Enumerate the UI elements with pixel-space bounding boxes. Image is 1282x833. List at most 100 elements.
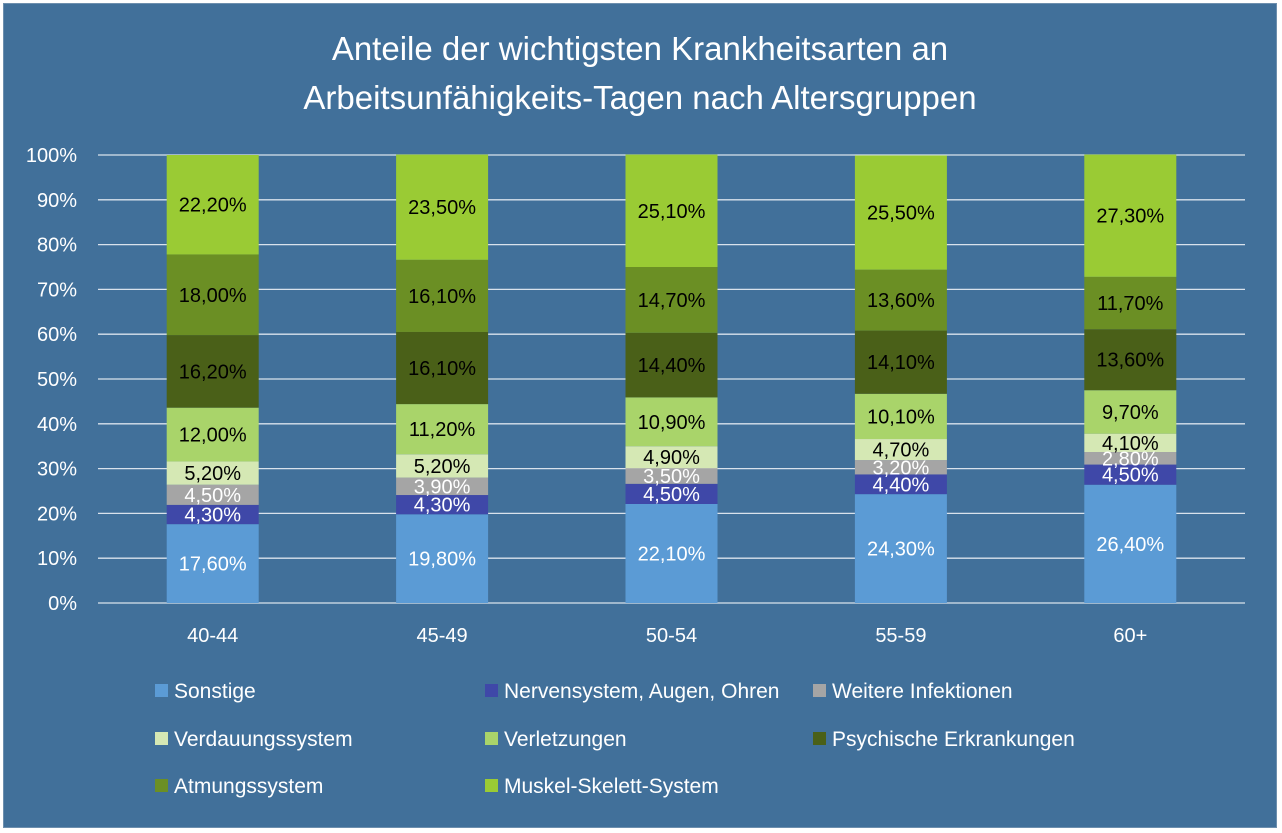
bar-segment (625, 468, 718, 484)
x-tick-label: 45-49 (417, 625, 468, 647)
data-label: 4,30% (414, 495, 471, 517)
bars (166, 154, 1177, 603)
data-label: 5,20% (184, 463, 241, 485)
data-label: 18,00% (179, 285, 247, 307)
y-tick-label: 10% (37, 548, 77, 570)
data-label: 4,70% (873, 440, 930, 462)
bar-segment (625, 446, 718, 469)
data-label: 11,20% (409, 419, 476, 441)
data-label: 26,40% (1096, 534, 1164, 556)
data-label: 4,40% (873, 474, 930, 496)
data-labels: 17,60%4,30%4,50%5,20%12,00%16,20%18,00%2… (179, 195, 1165, 576)
legend-label: Sonstige (174, 680, 256, 703)
legend-label: Atmungssystem (174, 775, 323, 798)
y-tick-label: 100% (26, 145, 77, 167)
y-axis-tick-labels: 0% 10% 20% 30% 40% 50% 60% 70% 80% 90% 100% (26, 145, 77, 615)
y-tick-label: 50% (37, 369, 77, 391)
bar-segment (166, 254, 259, 336)
bar-segment (1084, 464, 1177, 485)
y-tick-label: 30% (37, 459, 77, 481)
legend-swatch (485, 684, 498, 697)
data-label: 4,50% (643, 484, 700, 506)
bar-segment (1084, 154, 1177, 277)
legend-swatch (155, 732, 168, 745)
bar-segment (625, 332, 718, 398)
y-tick-label: 60% (37, 324, 77, 346)
bar-segment (854, 269, 947, 331)
legend-label: Muskel-Skelett-System (504, 775, 719, 798)
y-tick-label: 90% (37, 190, 77, 212)
data-label: 22,10% (638, 543, 706, 565)
y-tick-label: 40% (37, 414, 77, 436)
bar-segment (396, 454, 489, 478)
data-label: 17,60% (179, 554, 247, 576)
bar-segment (396, 514, 489, 603)
data-label: 12,00% (179, 425, 247, 447)
data-label: 25,10% (638, 201, 706, 223)
legend-swatch (155, 779, 168, 792)
legend-label: Weitere Infektionen (832, 680, 1013, 703)
bar-segment (166, 524, 259, 603)
legend-swatch (485, 732, 498, 745)
legend-swatch (155, 684, 168, 697)
data-label: 23,50% (408, 197, 476, 219)
x-tick-label: 40-44 (187, 625, 238, 647)
bar-segment (396, 154, 489, 260)
bar-segment (1084, 452, 1177, 465)
bar-segment (166, 155, 259, 255)
data-label: 16,10% (408, 286, 476, 308)
legend: Sonstige Nervensystem, Augen, Ohren Weiter… (155, 680, 1075, 798)
legend-swatch (813, 684, 826, 697)
bar-segment (166, 504, 259, 525)
data-label: 24,30% (867, 539, 935, 561)
bar-segment (166, 407, 259, 462)
data-label: 4,30% (184, 505, 241, 527)
bar-segment (854, 474, 947, 495)
legend-swatch (813, 732, 826, 745)
data-label: 3,50% (643, 466, 700, 488)
data-label: 13,60% (1096, 350, 1164, 372)
x-tick-label: 55-59 (875, 625, 926, 647)
data-label: 4,50% (184, 485, 241, 507)
data-label: 19,80% (408, 549, 476, 571)
bar-segment (625, 397, 718, 447)
bar-segment (1084, 484, 1177, 603)
data-label: 9,70% (1102, 402, 1159, 424)
data-label: 4,50% (1102, 465, 1159, 487)
bar-segment (166, 461, 259, 485)
bar-segment (625, 154, 718, 267)
bar-segment (1084, 390, 1177, 434)
y-tick-label: 0% (48, 593, 77, 615)
data-label: 4,10% (1102, 433, 1159, 455)
data-label: 14,70% (638, 290, 706, 312)
data-label: 13,60% (867, 290, 935, 312)
data-label: 25,50% (867, 203, 935, 225)
bar-segment (854, 460, 947, 475)
legend-label: Nervensystem, Augen, Ohren (504, 680, 779, 703)
chart-title-line-1: Anteile der wichtigsten Krankheitsarten … (332, 30, 948, 67)
bar-segment (625, 483, 718, 504)
bar-segment (854, 155, 947, 270)
bar-segment (1084, 433, 1177, 453)
x-tick-label: 50-54 (646, 625, 697, 647)
bar-segment (396, 331, 489, 405)
bar-segment (166, 484, 259, 505)
bar-segment (854, 330, 947, 394)
data-label: 27,30% (1096, 206, 1164, 228)
bar-segment (854, 494, 947, 603)
bar-segment (1084, 276, 1177, 330)
bar-segment (396, 495, 489, 515)
data-label: 14,40% (638, 355, 706, 377)
bar-segment (1084, 329, 1177, 391)
bar-segment (396, 477, 489, 496)
bar-segment (166, 335, 259, 408)
data-label: 3,20% (873, 457, 930, 479)
legend-label: Verletzungen (504, 728, 627, 751)
data-label: 2,80% (1102, 448, 1159, 470)
data-label: 10,90% (638, 412, 706, 434)
x-tick-label: 60+ (1113, 625, 1147, 647)
y-tick-label: 20% (37, 503, 77, 525)
bar-segment (625, 267, 718, 333)
x-axis-tick-labels: 40-44 45-49 50-54 55-59 60+ (187, 625, 1147, 647)
